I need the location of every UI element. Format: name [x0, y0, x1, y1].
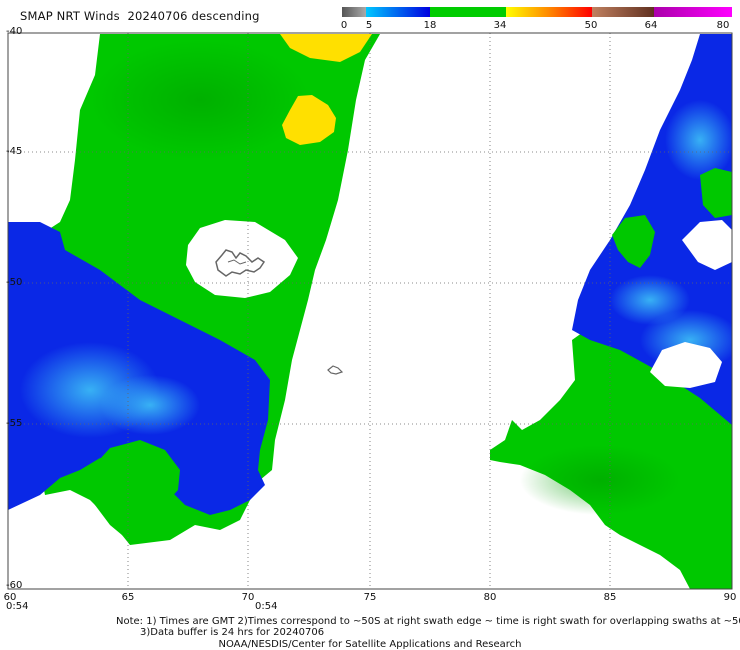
lon-label-85: 85: [603, 592, 617, 603]
colorbar-segment-50-64: [592, 7, 654, 17]
map-notes: Note: 1) Times are GMT 2)Times correspon…: [116, 616, 740, 638]
wind-speed-colorbar: [342, 7, 732, 17]
lon-label-90: 90: [723, 592, 737, 603]
kerguelen-island-detail: [227, 259, 247, 265]
map-title: SMAP NRT Winds 20240706 descending: [20, 9, 260, 23]
colorbar-label-64: 64: [644, 20, 658, 31]
colorbar-label-80: 80: [716, 20, 730, 31]
colorbar-label-34: 34: [493, 20, 507, 31]
high-wind-patch-top: [280, 34, 372, 62]
lat-label-m50: -50: [6, 277, 23, 288]
colorbar-label-50: 50: [584, 20, 598, 31]
colorbar-segment-18-34: [430, 7, 506, 17]
colorbar-label-5: 5: [365, 20, 373, 31]
swath-time-center: 0:54: [255, 601, 278, 612]
lon-label-75: 75: [363, 592, 377, 603]
right-swath-gap-1: [682, 220, 732, 270]
right-swath-green-patch-1: [612, 215, 655, 268]
heard-island-outline: [327, 365, 344, 375]
high-wind-patch-mid: [282, 95, 336, 145]
lat-label-m40: -40: [6, 26, 23, 37]
colorbar-segment-34-50: [506, 7, 592, 17]
lat-label-m55: -55: [6, 418, 23, 429]
lon-label-70: 70: [241, 592, 255, 603]
left-swath-green-patch: [85, 440, 180, 540]
lat-label-m60: -60: [6, 580, 23, 591]
colorbar-labels: 0 5 18 34 50 64 80: [0, 0, 740, 40]
note-line-1: Note: 1) Times are GMT 2)Times correspon…: [116, 616, 740, 627]
credit-footer: NOAA/NESDIS/Center for Satellite Applica…: [218, 639, 522, 650]
kerguelen-island-outline: [215, 249, 266, 277]
note-line-2: 3)Data buffer is 24 hrs for 20240706: [140, 627, 325, 638]
right-swath-gap-2: [650, 342, 722, 388]
colorbar-label-18: 18: [423, 20, 437, 31]
colorbar-label-0: 0: [340, 20, 348, 31]
plot-frame: [7, 32, 733, 590]
colorbar-segment-5-18: [366, 7, 430, 17]
colorbar-segment-0-5: [342, 7, 366, 17]
colorbar-segment-64-80: [654, 7, 732, 17]
lat-label-m45: -45: [6, 146, 23, 157]
lon-label-65: 65: [121, 592, 135, 603]
no-data-gap-island: [186, 220, 298, 298]
lon-label-80: 80: [483, 592, 497, 603]
swath-time-left: 0:54: [6, 601, 29, 612]
graticule: [8, 33, 732, 589]
lon-label-60: 60: [3, 592, 17, 603]
right-swath-green-patch-2: [700, 168, 732, 218]
